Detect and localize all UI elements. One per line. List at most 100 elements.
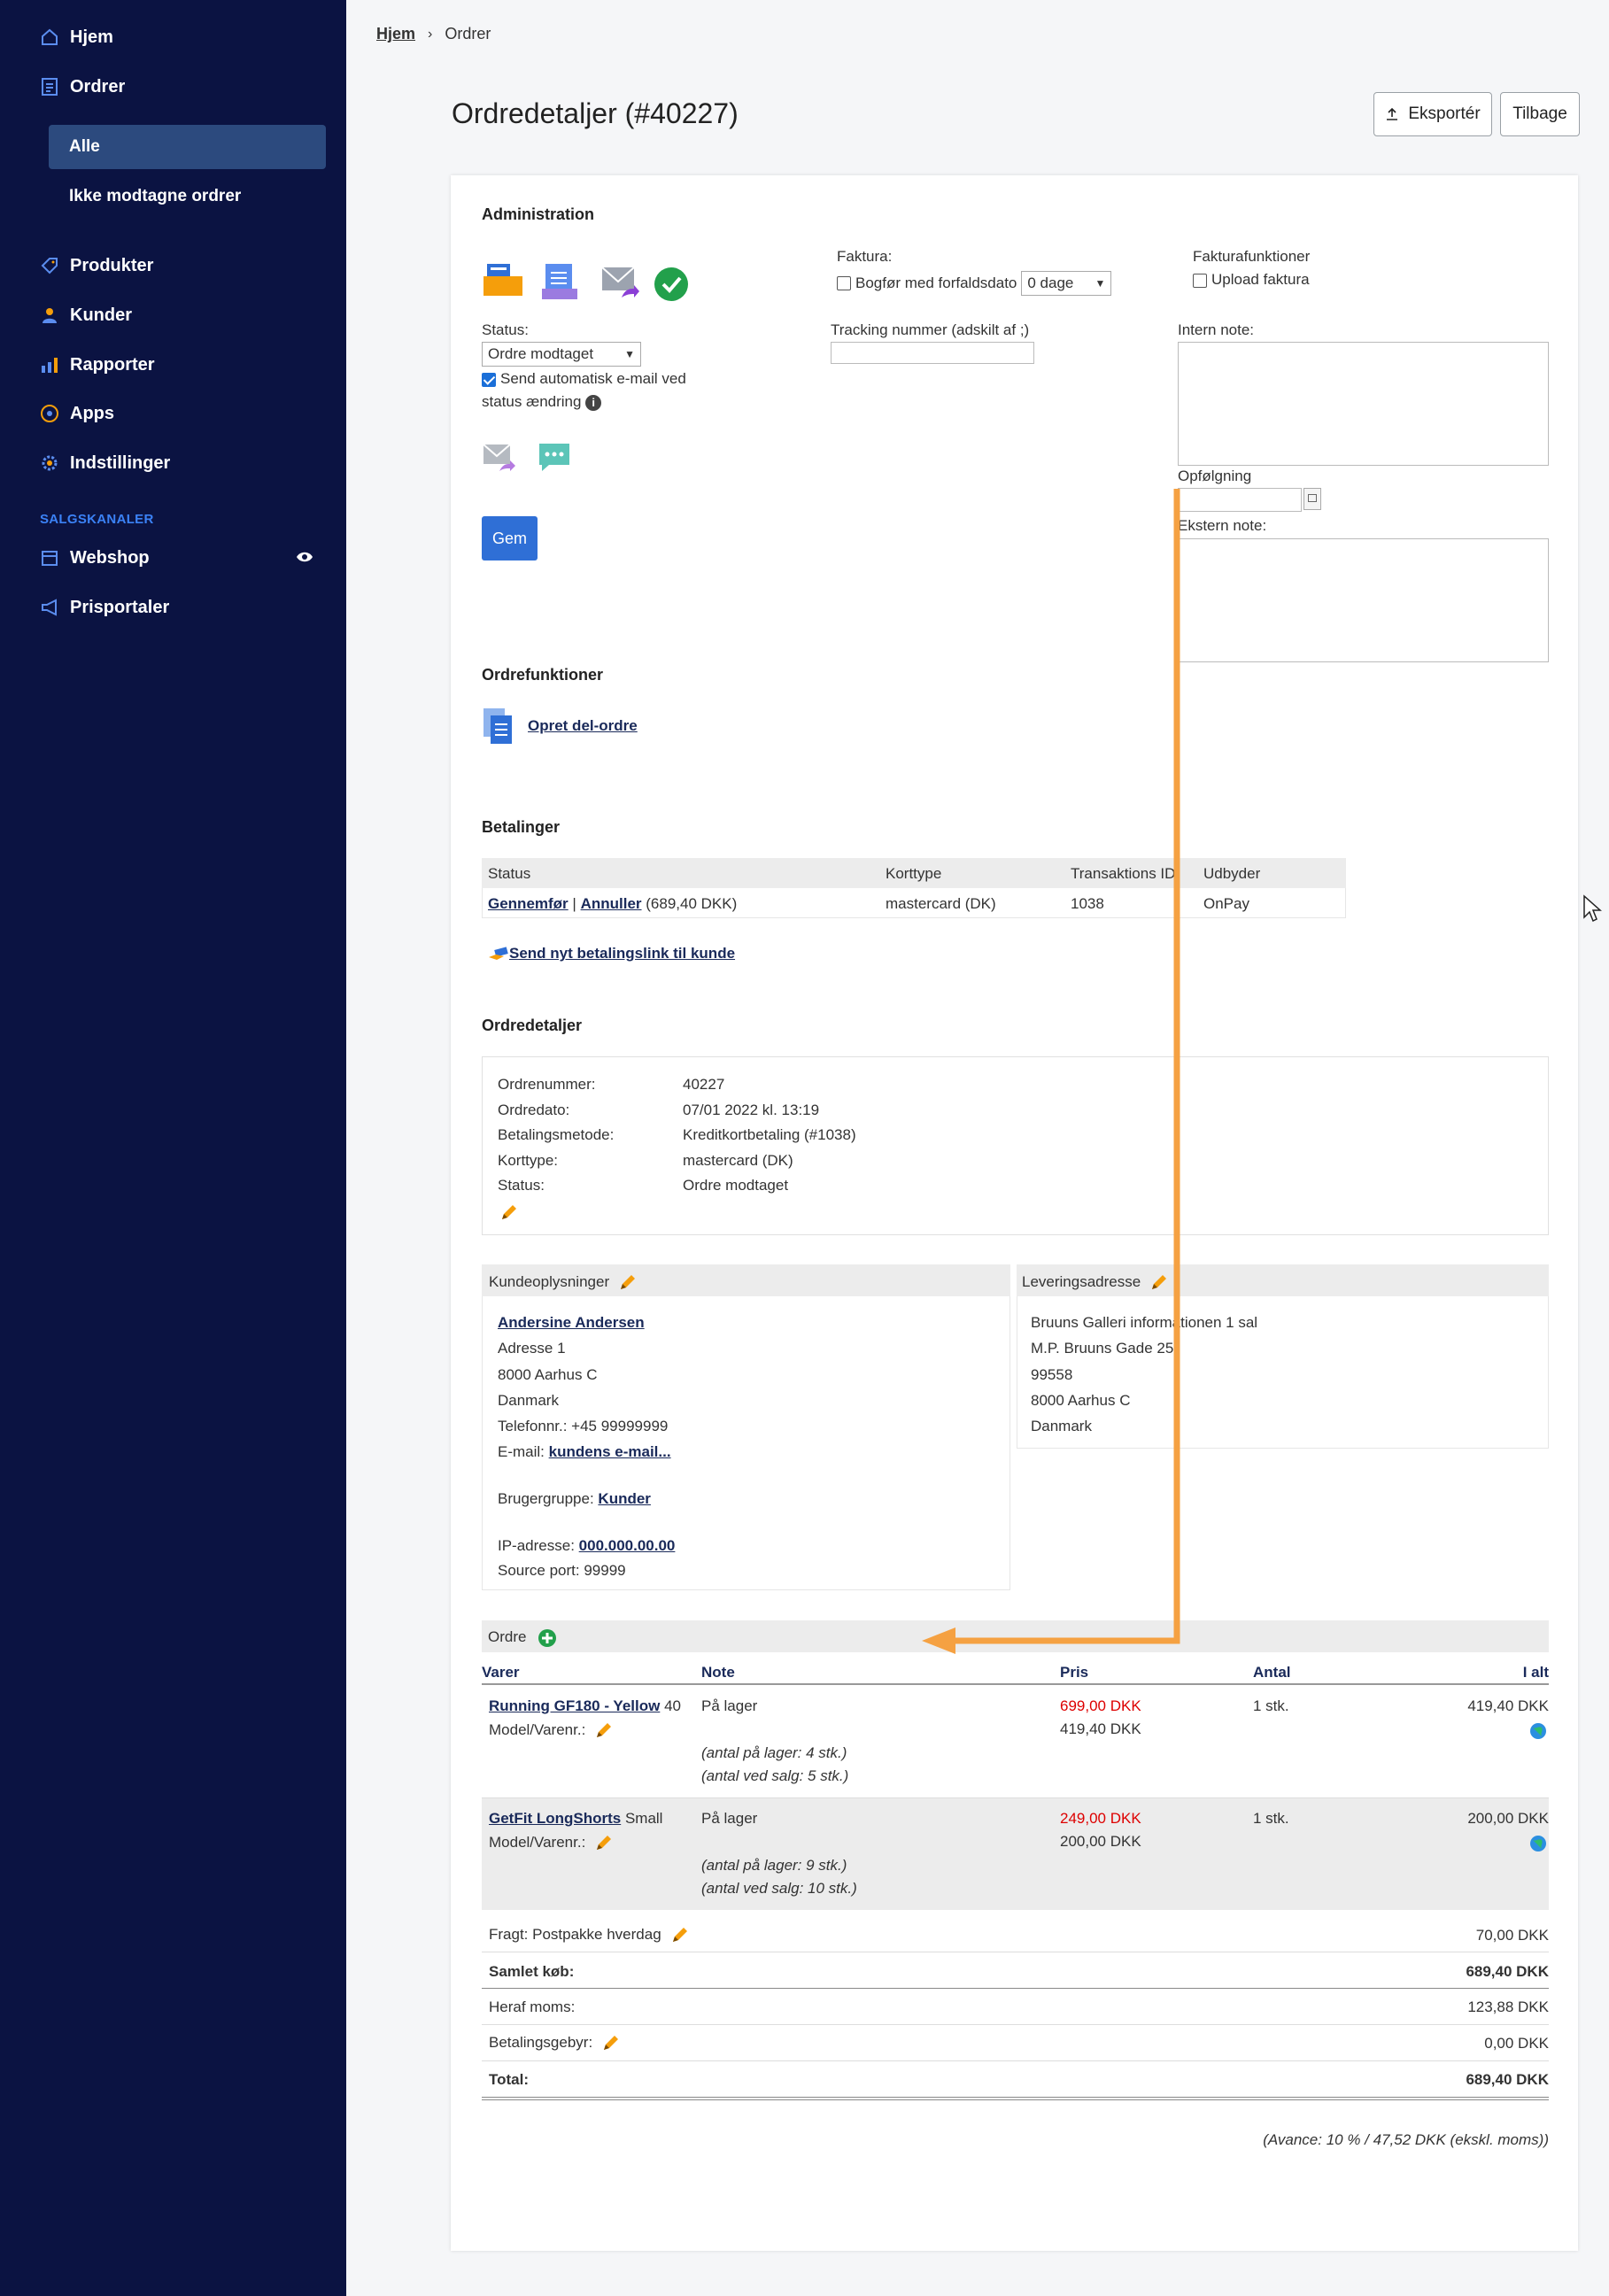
sidebar-item-label: Rapporter [70, 354, 155, 375]
avance-note: (Avance: 10 % / 47,52 DKK (ekskl. moms)) [1263, 2131, 1549, 2148]
sidebar-item-webshop[interactable]: Webshop [40, 543, 150, 573]
breadcrumb-home-link[interactable]: Hjem [376, 25, 416, 43]
check-circle-icon[interactable] [653, 266, 690, 303]
sub-order-icon[interactable] [482, 707, 515, 746]
detail-value: 07/01 2022 kl. 13:19 [683, 1102, 820, 1118]
send-payment-link-row[interactable]: Send nyt betalingslink til kunde [488, 945, 735, 962]
double-divider [482, 2097, 1549, 2100]
order-item-price: 200,00 DKK [1060, 1833, 1141, 1850]
send-payment-link[interactable]: Send nyt betalingslink til kunde [509, 945, 736, 962]
globe-icon[interactable] [1529, 1722, 1547, 1740]
annotation-arrow [922, 489, 1180, 1654]
pencil-icon[interactable] [594, 1720, 614, 1740]
delivery-box [1017, 1296, 1549, 1449]
intern-note-textarea[interactable] [1178, 342, 1549, 466]
order-item-stock: (antal på lager: 4 stk.) [701, 1744, 847, 1761]
order-item-model-row: Model/Varenr.: [489, 1833, 614, 1852]
tracking-label: Tracking nummer (adskilt af ;) [831, 321, 1030, 338]
sidebar-item-label: Produkter [70, 255, 154, 275]
product-link[interactable]: GetFit LongShorts [489, 1810, 622, 1827]
customer-country: Danmark [498, 1392, 559, 1409]
info-icon[interactable]: i [585, 395, 602, 411]
product-link[interactable]: Running GF180 - Yellow [489, 1697, 661, 1714]
upload-label: Upload faktura [1211, 271, 1310, 288]
customer-name-link[interactable]: Andersine Andersen [498, 1314, 645, 1331]
pencil-icon[interactable] [499, 1202, 519, 1222]
customer-ip-link[interactable]: 000.000.00.00 [578, 1537, 676, 1554]
tracking-input[interactable] [831, 342, 1034, 364]
sidebar-item-produkter[interactable]: Produkter [40, 251, 153, 281]
invoice-print-icon[interactable] [482, 262, 524, 303]
bogfor-checkbox[interactable] [837, 276, 851, 290]
add-circle-icon[interactable] [538, 1628, 557, 1648]
complete-payment-link[interactable]: Gennemfør [488, 895, 569, 912]
pencil-icon[interactable] [670, 1925, 690, 1944]
section-heading: SALGSKANALER [40, 512, 154, 527]
chevron-down-icon: ▼ [1095, 277, 1106, 290]
back-button[interactable]: Tilbage [1500, 92, 1580, 136]
mail-forward-icon[interactable] [599, 262, 641, 303]
customer-title: Kundeoplysninger [489, 1273, 610, 1290]
order-item-qty: 1 stk. [1253, 1810, 1289, 1827]
create-sub-order-link[interactable]: Opret del-ordre [528, 717, 638, 734]
export-button[interactable]: Eksportér [1373, 92, 1492, 136]
sidebar-item-kunder[interactable]: Kunder [40, 300, 132, 330]
detail-key: Betalingsmetode: [498, 1126, 615, 1143]
cancel-payment-link[interactable]: Annuller [580, 895, 642, 912]
status-select-value: Ordre modtaget [488, 345, 594, 362]
sidebar-item-label: Apps [70, 403, 114, 423]
document-print-icon[interactable] [538, 262, 581, 303]
details-box [482, 1056, 1549, 1235]
payment-amount: (689,40 DKK) [646, 895, 738, 912]
admin-heading: Administration [482, 205, 595, 223]
delivery-line: Bruuns Galleri informationen 1 sal [1031, 1314, 1258, 1331]
megaphone-icon [42, 599, 57, 616]
pencil-icon[interactable] [1149, 1272, 1169, 1292]
auto-email-label2: status ændring [482, 393, 582, 410]
auto-email-label: Send automatisk e-mail ved [500, 370, 686, 387]
auto-email-checkbox[interactable] [482, 372, 496, 387]
order-item-price-old: 699,00 DKK [1060, 1697, 1141, 1714]
sidebar-sub-alle[interactable]: Alle [49, 125, 326, 169]
bogfor-row: Bogfør med forfaldsdato 0 dage ▼ [837, 271, 1112, 296]
order-col-antal: Antal [1253, 1664, 1291, 1681]
customer-group-link[interactable]: Kunder [598, 1490, 651, 1507]
sidebar-item-ordrer[interactable]: Ordrer [40, 72, 125, 102]
apps-icon [41, 405, 58, 422]
sidebar-item-hjem[interactable]: Hjem [40, 22, 113, 52]
status-select[interactable]: Ordre modtaget ▼ [482, 342, 641, 367]
upload-checkbox[interactable] [1193, 273, 1207, 288]
sidebar-sub-label: Alle [69, 137, 100, 156]
opfolg-date-input[interactable] [1178, 488, 1302, 512]
order-col-pris: Pris [1060, 1664, 1089, 1681]
chat-icon[interactable] [537, 441, 572, 473]
sidebar-item-rapporter[interactable]: Rapporter [40, 350, 155, 380]
payments-col-status: Status [488, 865, 531, 882]
pencil-icon[interactable] [618, 1272, 638, 1292]
days-select[interactable]: 0 dage ▼ [1021, 271, 1112, 296]
globe-icon[interactable] [1529, 1835, 1547, 1852]
sidebar-sub-ikke-modtagne[interactable]: Ikke modtagne ordrer [49, 174, 326, 219]
payment-actions: Gennemfør | Annuller (689,40 DKK) [488, 895, 737, 913]
freight-label: Fragt: Postpakke hverdag [489, 1926, 661, 1943]
freight-row: Fragt: Postpakke hverdag [489, 1925, 690, 1944]
export-label: Eksportér [1408, 104, 1481, 123]
sidebar-item-apps[interactable]: Apps [40, 398, 114, 429]
sidebar-sub-label: Ikke modtagne ordrer [69, 187, 242, 205]
sidebar-item-prisportaler[interactable]: Prisportaler [40, 592, 169, 622]
pencil-icon[interactable] [601, 2033, 621, 2052]
chevron-right-icon: › [428, 26, 433, 42]
ekstern-note-textarea[interactable] [1178, 538, 1549, 662]
intern-note-label: Intern note: [1178, 321, 1255, 338]
payment-card: mastercard (DK) [886, 895, 996, 912]
save-button[interactable]: Gem [482, 516, 538, 560]
delivery-line: 99558 [1031, 1366, 1073, 1383]
eye-icon[interactable] [296, 550, 313, 564]
sidebar-item-indstillinger[interactable]: Indstillinger [40, 448, 170, 478]
calendar-icon[interactable] [1303, 488, 1321, 510]
email-resend-icon[interactable] [482, 441, 517, 473]
customer-email-link[interactable]: kundens e-mail... [548, 1443, 671, 1460]
pencil-icon[interactable] [594, 1833, 614, 1852]
payment-tid: 1038 [1071, 895, 1104, 912]
customer-group-row: Brugergruppe: Kunder [498, 1490, 651, 1508]
